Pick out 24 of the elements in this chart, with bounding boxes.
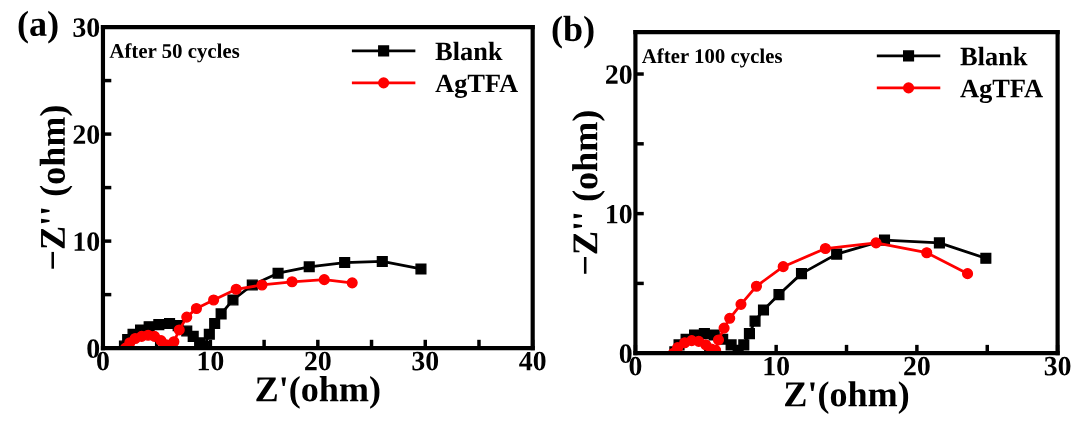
x-tick-label: 10 <box>764 356 789 376</box>
y-tick-label: 20 <box>606 65 632 84</box>
y-tick-label: 30 <box>73 18 100 37</box>
legend-label: Blank <box>960 46 1028 66</box>
x-tick-label: 20 <box>904 356 930 376</box>
x-tick-label: 30 <box>412 351 439 371</box>
x-tick-label: 20 <box>305 351 331 371</box>
chart-title: (b) <box>552 15 594 49</box>
x-tick-label: 30 <box>1044 356 1071 376</box>
legend-label: AgTFA <box>435 74 518 98</box>
x-tick-label: 40 <box>519 351 546 371</box>
legend-title: After 50 cycles <box>109 43 240 63</box>
legend-label: Blank <box>435 41 503 61</box>
y-axis-title: −Z'' (ohm) <box>572 111 605 274</box>
x-tick-label: 10 <box>198 351 224 371</box>
y-tick-label: 20 <box>73 125 100 144</box>
x-axis-title: Z'(ohm) <box>785 381 909 414</box>
legend-label: AgTFA <box>960 79 1043 103</box>
x-axis-title: Z'(ohm) <box>256 376 380 409</box>
y-tick-label: 10 <box>74 232 100 252</box>
chart-title: (a) <box>18 10 58 44</box>
y-axis-title: −Z'' (ohm) <box>39 106 73 269</box>
legend-title: After 100 cycles <box>641 48 783 68</box>
y-tick-label: 10 <box>607 204 632 224</box>
